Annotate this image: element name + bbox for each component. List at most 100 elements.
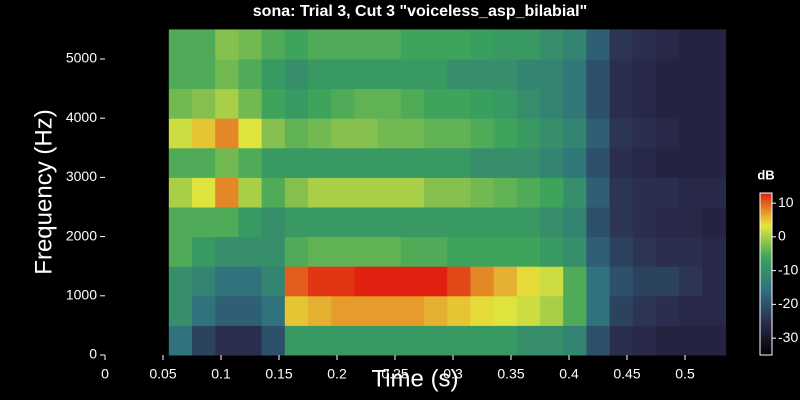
heatmap-cell <box>192 325 216 356</box>
heatmap-cell <box>609 59 634 90</box>
heatmap-cell <box>192 88 216 119</box>
heatmap-cell <box>679 118 703 149</box>
heatmap-cell <box>563 177 587 208</box>
heatmap-cell <box>679 295 703 326</box>
heatmap-cell <box>656 59 680 90</box>
heatmap-cell <box>238 325 263 356</box>
heatmap-cell <box>238 147 263 178</box>
heatmap-cell <box>656 29 680 60</box>
heatmap-cell <box>679 88 703 119</box>
heatmap-cell <box>192 295 216 326</box>
heatmap-cell <box>516 295 541 326</box>
heatmap-cell <box>586 147 611 178</box>
heatmap-cell <box>238 295 263 326</box>
heatmap-cell <box>540 147 564 178</box>
heatmap-cell <box>284 207 309 238</box>
heatmap-cell <box>447 325 471 356</box>
heatmap-cell <box>261 88 286 119</box>
heatmap-cell <box>192 207 216 238</box>
heatmap-cell <box>493 325 518 356</box>
heatmap-cell <box>424 29 448 60</box>
heatmap-cell <box>679 207 703 238</box>
heatmap-cell <box>702 88 727 119</box>
heatmap-cell <box>238 59 263 90</box>
heatmap-cell <box>238 236 263 267</box>
chart-title: sona: Trial 3, Cut 3 "voiceless_asp_bila… <box>253 3 587 20</box>
heatmap-cell <box>493 236 518 267</box>
heatmap-cell <box>632 295 657 326</box>
heatmap-cell <box>493 207 518 238</box>
heatmap-cell <box>424 325 448 356</box>
heatmap-cell <box>331 59 355 90</box>
heatmap-cell <box>261 177 286 208</box>
heatmap-cell <box>192 266 216 297</box>
heatmap-cell <box>586 236 611 267</box>
colorbar <box>759 192 773 356</box>
heatmap-cell <box>261 59 286 90</box>
heatmap-cell <box>308 29 332 60</box>
y-tick-label: 5000 <box>66 50 97 66</box>
heatmap-cell <box>516 177 541 208</box>
heatmap-cell <box>679 325 703 356</box>
heatmap-cell <box>377 59 402 90</box>
heatmap-cell <box>238 177 263 208</box>
heatmap-cell <box>238 29 263 60</box>
heatmap-cell <box>377 29 402 60</box>
heatmap-cell <box>168 177 193 208</box>
heatmap-cell <box>284 236 309 267</box>
heatmap-cell <box>447 207 471 238</box>
heatmap-cell <box>354 88 379 119</box>
heatmap-cell <box>377 147 402 178</box>
heatmap-cell <box>540 266 564 297</box>
heatmap-cell <box>656 295 680 326</box>
heatmap-cell <box>563 29 587 60</box>
heatmap-cell <box>354 118 379 149</box>
heatmap-cell <box>261 29 286 60</box>
heatmap-cell <box>192 29 216 60</box>
heatmap-cell <box>632 29 657 60</box>
heatmap-cell <box>586 88 611 119</box>
heatmap-cell <box>424 207 448 238</box>
heatmap-cell <box>424 59 448 90</box>
heatmap-cell <box>284 147 309 178</box>
heatmap-cell <box>656 325 680 356</box>
heatmap-cell <box>470 295 495 326</box>
heatmap-cell <box>563 236 587 267</box>
heatmap-cell <box>516 88 541 119</box>
heatmap-cell <box>331 147 355 178</box>
heatmap-cell <box>540 207 564 238</box>
x-tick-label: 0.3 <box>443 366 463 382</box>
heatmap-cell <box>702 147 727 178</box>
y-tick-label: 2000 <box>66 227 97 243</box>
heatmap-cell <box>563 147 587 178</box>
heatmap-cell <box>168 147 193 178</box>
heatmap-cell <box>516 59 541 90</box>
heatmap-cell <box>470 147 495 178</box>
heatmap-cell <box>354 29 379 60</box>
heatmap-cell <box>679 147 703 178</box>
heatmap-cell <box>331 207 355 238</box>
heatmap-cell <box>609 29 634 60</box>
heatmap-cell <box>377 177 402 208</box>
y-axis-label: Frequency (Hz) <box>30 109 57 274</box>
heatmap-cell <box>470 236 495 267</box>
heatmap-cell <box>192 59 216 90</box>
heatmap-cell <box>586 177 611 208</box>
heatmap-cell <box>609 236 634 267</box>
heatmap-cell <box>238 118 263 149</box>
x-tick-label: 0 <box>101 366 109 382</box>
heatmap-cell <box>609 266 634 297</box>
heatmap-cell <box>609 295 634 326</box>
heatmap-cell <box>470 325 495 356</box>
heatmap-cell <box>609 147 634 178</box>
heatmap-cell <box>308 236 332 267</box>
x-tick-label: 0.5 <box>675 366 695 382</box>
heatmap-cell <box>215 295 239 326</box>
heatmap-cell <box>168 325 193 356</box>
heatmap-cell <box>424 295 448 326</box>
heatmap-cell <box>540 59 564 90</box>
heatmap-cell <box>168 118 193 149</box>
heatmap-cell <box>284 29 309 60</box>
heatmap-cell <box>493 295 518 326</box>
heatmap-cell <box>563 325 587 356</box>
